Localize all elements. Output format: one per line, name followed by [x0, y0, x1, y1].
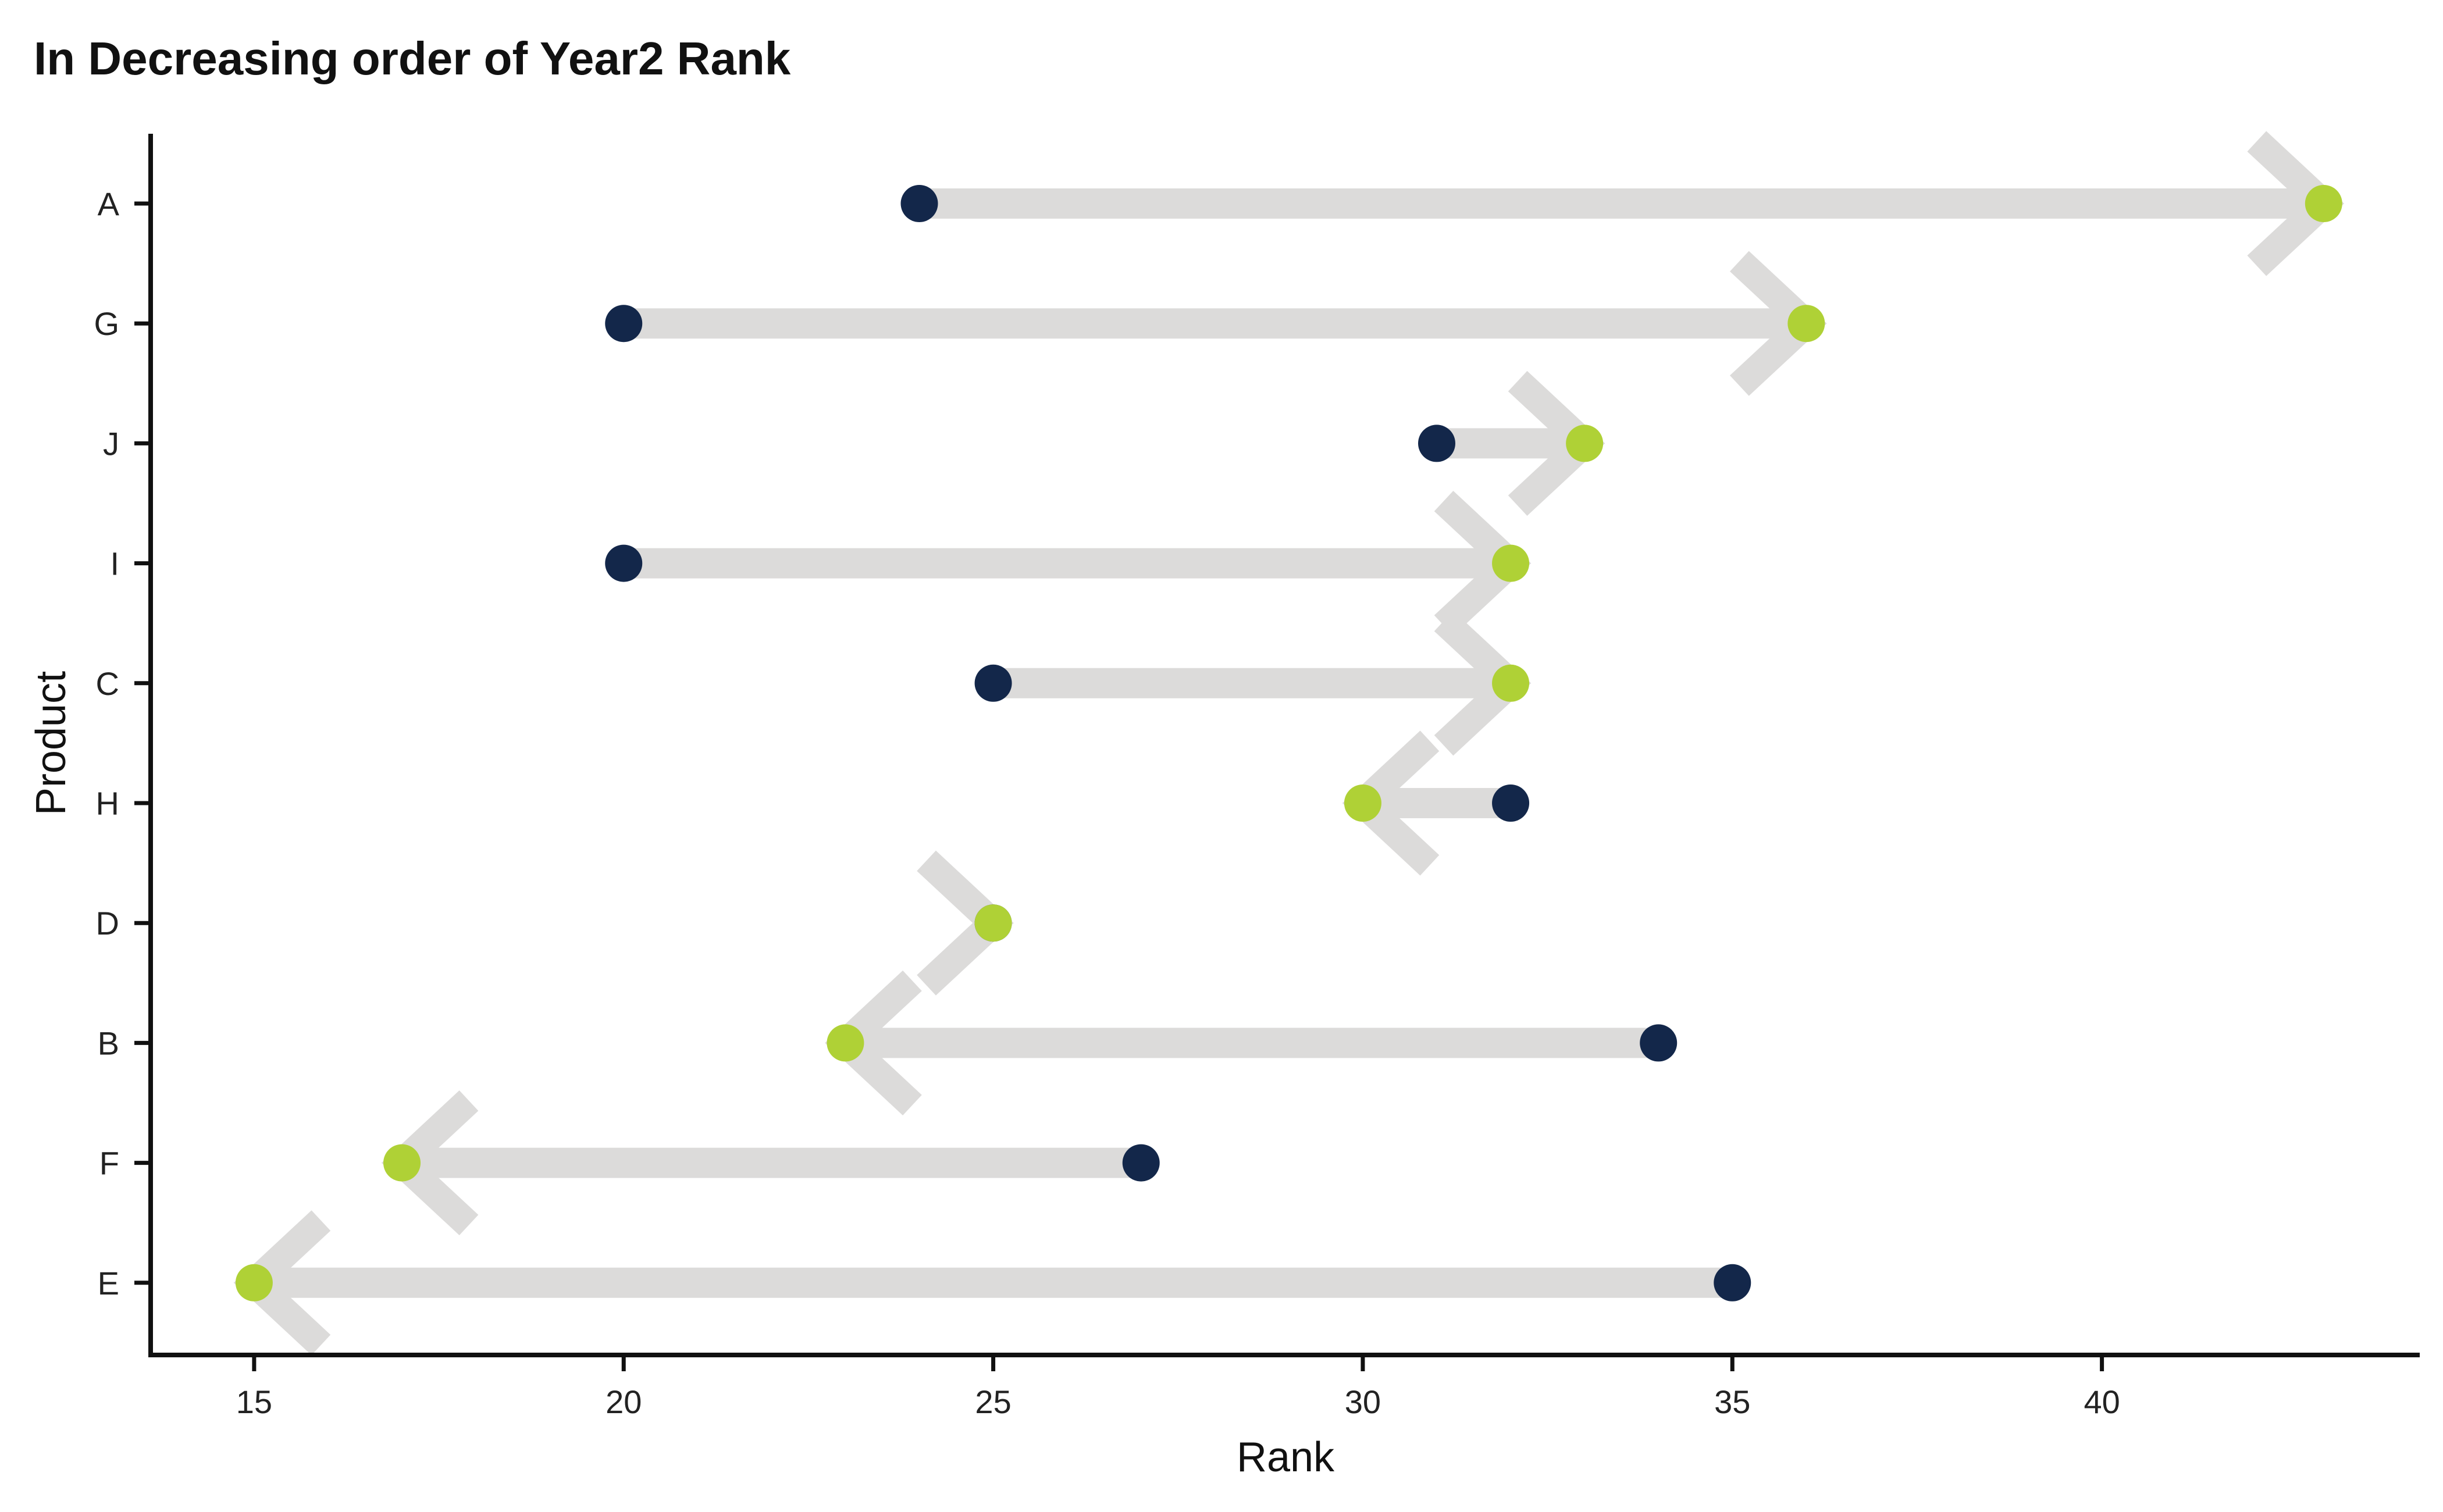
year2-point-g [1787, 305, 1825, 343]
year1-point-h [1492, 784, 1530, 822]
year2-point-i [1492, 544, 1530, 582]
year2-point-c [1492, 664, 1530, 702]
y-tick-label-g: G [94, 305, 119, 342]
year1-point-f [1122, 1144, 1160, 1182]
x-tick-label-25: 25 [975, 1383, 1011, 1420]
year2-point-a [2305, 185, 2342, 222]
y-axis-title: Product [28, 671, 74, 815]
y-tick-label-j: J [103, 425, 119, 462]
year2-point-e [235, 1264, 273, 1301]
y-tick-label-b: B [98, 1025, 119, 1061]
y-tick-label-d: D [96, 905, 119, 942]
year2-point-f [383, 1144, 421, 1182]
year2-point-d [974, 904, 1012, 942]
year1-point-c [974, 664, 1012, 702]
year2-point-j [1566, 425, 1604, 462]
year1-point-j [1418, 425, 1455, 462]
points-layer [235, 185, 2342, 1301]
year2-point-b [827, 1024, 864, 1062]
year1-point-e [1714, 1264, 1751, 1301]
year1-point-b [1640, 1024, 1678, 1062]
y-tick-label-f: F [99, 1145, 119, 1182]
y-tick-label-e: E [98, 1265, 119, 1301]
axes-layer: A G J I C H D B F E 15 20 25 30 35 40 [94, 134, 2420, 1420]
x-tick-label-20: 20 [606, 1383, 642, 1420]
year2-point-h [1344, 784, 1381, 822]
year1-point-a [900, 185, 938, 222]
year1-point-g [605, 305, 643, 343]
y-tick-label-i: I [110, 545, 119, 582]
x-tick-label-35: 35 [1714, 1383, 1750, 1420]
chart-title: In Decreasing order of Year2 Rank [34, 33, 791, 84]
y-tick-label-a: A [98, 186, 120, 222]
x-tick-label-15: 15 [236, 1383, 272, 1420]
x-tick-label-30: 30 [1345, 1383, 1381, 1420]
y-tick-label-c: C [96, 665, 119, 702]
y-tick-label-h: H [96, 785, 119, 822]
x-tick-label-40: 40 [2084, 1383, 2120, 1420]
x-axis-title: Rank [1237, 1434, 1335, 1481]
year1-point-i [605, 544, 643, 582]
